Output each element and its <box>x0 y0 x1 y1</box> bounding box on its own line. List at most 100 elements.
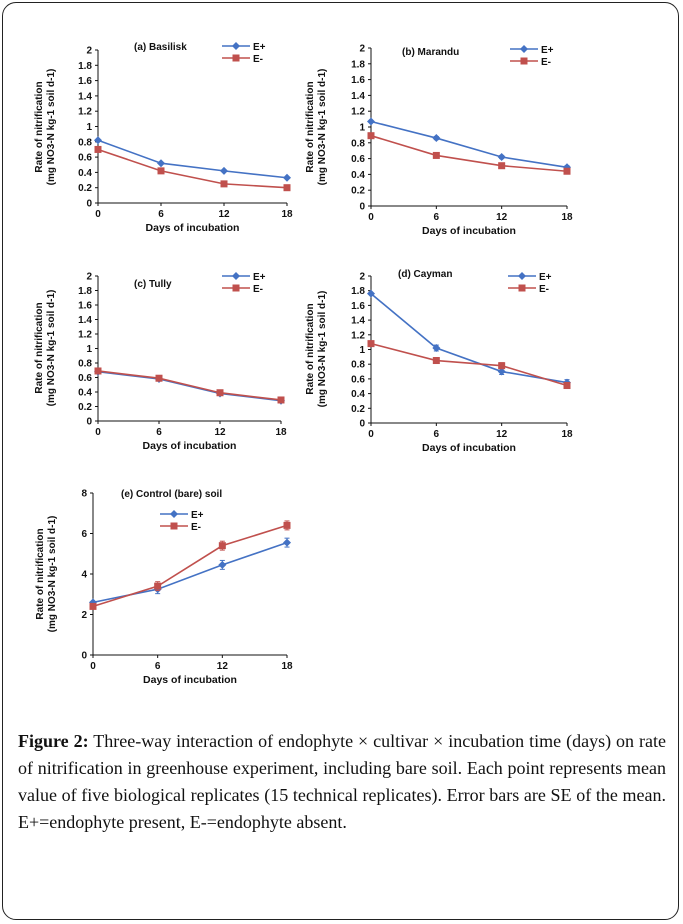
x-tick-label: 12 <box>496 212 508 223</box>
series-line-e-minus <box>97 370 282 401</box>
panel-label: (b) Marandu <box>402 47 459 58</box>
data-point-e-plus <box>432 134 441 143</box>
y-tick-label: 1.8 <box>78 61 92 72</box>
y-tick-label: 2 <box>86 46 92 57</box>
legend: E+E- <box>222 272 266 295</box>
y-tick-label: 1.2 <box>351 107 365 118</box>
x-tick-label: 12 <box>218 209 230 220</box>
y-tick-label: 1.8 <box>351 59 365 70</box>
x-axis-title: Days of incubation <box>143 674 237 686</box>
y-tick-label: 1 <box>359 123 365 134</box>
ylabel-line1: Rate of nitrification <box>34 302 45 393</box>
data-point-e-plus <box>367 117 375 126</box>
legend-label-e-plus: E+ <box>539 272 552 283</box>
data-point-e-plus <box>94 136 102 145</box>
x-tick-label: 6 <box>434 429 440 440</box>
series-line-e-minus <box>97 148 288 189</box>
y-tick-label: 0.8 <box>78 137 92 148</box>
x-tick-label: 0 <box>95 209 101 220</box>
y-tick-label: 0 <box>359 202 365 213</box>
data-point-e-plus <box>283 538 291 547</box>
data-point-e-minus <box>432 151 440 159</box>
series-line-e-plus <box>370 120 568 169</box>
y-tick-label: 0.4 <box>351 170 365 181</box>
y-tick-label: 1 <box>86 122 92 133</box>
legend-marker-e-minus <box>518 284 526 292</box>
y-tick-label: 0.6 <box>78 153 92 164</box>
x-tick-label: 0 <box>368 429 374 440</box>
y-tick-label: 0 <box>81 651 87 662</box>
y-tick-label: 1.6 <box>351 75 365 86</box>
data-point-e-minus <box>155 374 163 382</box>
y-tick-label: 1.4 <box>78 91 92 102</box>
ylabel-line2: (mg NO3-N kg-1 soil d-1) <box>46 69 57 186</box>
data-point-e-plus <box>497 153 506 162</box>
y-tick-label: 1 <box>359 345 365 356</box>
legend-label-e-minus: E- <box>541 57 551 68</box>
data-point-e-minus <box>94 367 102 375</box>
y-tick-label: 0.2 <box>351 186 365 197</box>
ylabel-line1: Rate of nitrification <box>305 81 316 172</box>
y-tick-label: 0 <box>86 199 92 210</box>
y-tick-label: 0.8 <box>351 138 365 149</box>
panel-label: (a) Basilisk <box>134 42 187 53</box>
data-point-e-minus <box>563 382 571 390</box>
legend-marker-e-plus <box>232 42 240 50</box>
y-tick-label: 1.8 <box>351 286 365 297</box>
data-point-e-minus <box>94 145 102 153</box>
y-tick-label: 1.6 <box>78 301 92 312</box>
x-tick-label: 12 <box>496 429 508 440</box>
data-point-e-minus <box>563 167 571 175</box>
legend: E+E- <box>510 45 554 68</box>
x-tick-label: 12 <box>214 427 226 438</box>
y-tick-label: 0.8 <box>351 360 365 371</box>
panel-label: (c) Tully <box>134 279 172 290</box>
series-line-e-plus <box>92 541 288 604</box>
y-tick-label: 0.2 <box>78 183 92 194</box>
y-tick-label: 0 <box>86 417 92 428</box>
data-point-e-plus <box>220 166 228 175</box>
data-point-e-minus <box>498 362 506 370</box>
data-point-e-plus <box>432 344 441 353</box>
data-point-e-minus <box>367 340 375 348</box>
y-axis-title: Rate of nitrification(mg NO3-N kg-1 soil… <box>35 516 58 633</box>
y-axis-title: Rate of nitrification(mg NO3-N kg-1 soil… <box>305 291 328 408</box>
legend-marker-e-minus <box>232 284 240 292</box>
legend-marker-e-minus <box>232 54 240 62</box>
legend-label-e-plus: E+ <box>191 510 204 521</box>
x-tick-label: 18 <box>281 209 293 220</box>
series-line-e-minus <box>370 342 568 387</box>
data-point-e-plus <box>283 173 291 182</box>
data-point-e-minus <box>220 180 228 188</box>
ylabel-line2: (mg NO3-N kg-1 soil d-1) <box>46 290 57 407</box>
figure-caption: Figure 2: Three-way interaction of endop… <box>18 728 666 836</box>
panel-c: 0 0.2 0.4 0.6 0.8 1 1.2 1.4 1.6 1.8 2 0 6 12 18 Days of… <box>34 272 287 453</box>
y-tick-label: 6 <box>81 529 87 540</box>
x-tick-label: 0 <box>368 212 374 223</box>
y-tick-label: 0.8 <box>78 359 92 370</box>
legend-label-e-minus: E- <box>539 284 549 295</box>
panel-e: 0 2 4 6 8 0 6 12 18 Days of incubation Rate of nit… <box>35 489 293 687</box>
y-tick-label: 2 <box>86 272 92 283</box>
y-tick-label: 0.2 <box>351 404 365 415</box>
data-point-e-minus <box>283 184 291 192</box>
y-tick-label: 1.6 <box>78 76 92 87</box>
y-tick-label: 1.2 <box>78 330 92 341</box>
legend-label-e-plus: E+ <box>253 272 266 283</box>
panel-label: (d) Cayman <box>398 269 452 280</box>
legend-marker-e-minus <box>520 57 528 65</box>
data-point-e-minus <box>367 132 375 140</box>
y-tick-label: 0.4 <box>351 389 365 400</box>
ylabel-line2: (mg NO3-N kg-1 soil d-1) <box>317 69 328 186</box>
x-tick-label: 18 <box>561 429 573 440</box>
y-tick-label: 1.4 <box>351 91 365 102</box>
y-tick-label: 2 <box>81 610 87 621</box>
legend-marker-e-plus <box>518 272 526 280</box>
x-tick-label: 18 <box>561 212 573 223</box>
x-tick-label: 6 <box>158 209 164 220</box>
data-point-e-plus <box>497 367 506 376</box>
x-axis-title: Days of incubation <box>422 225 516 237</box>
ylabel-line2: (mg NO3-N kg-1 soil d-1) <box>317 291 328 408</box>
